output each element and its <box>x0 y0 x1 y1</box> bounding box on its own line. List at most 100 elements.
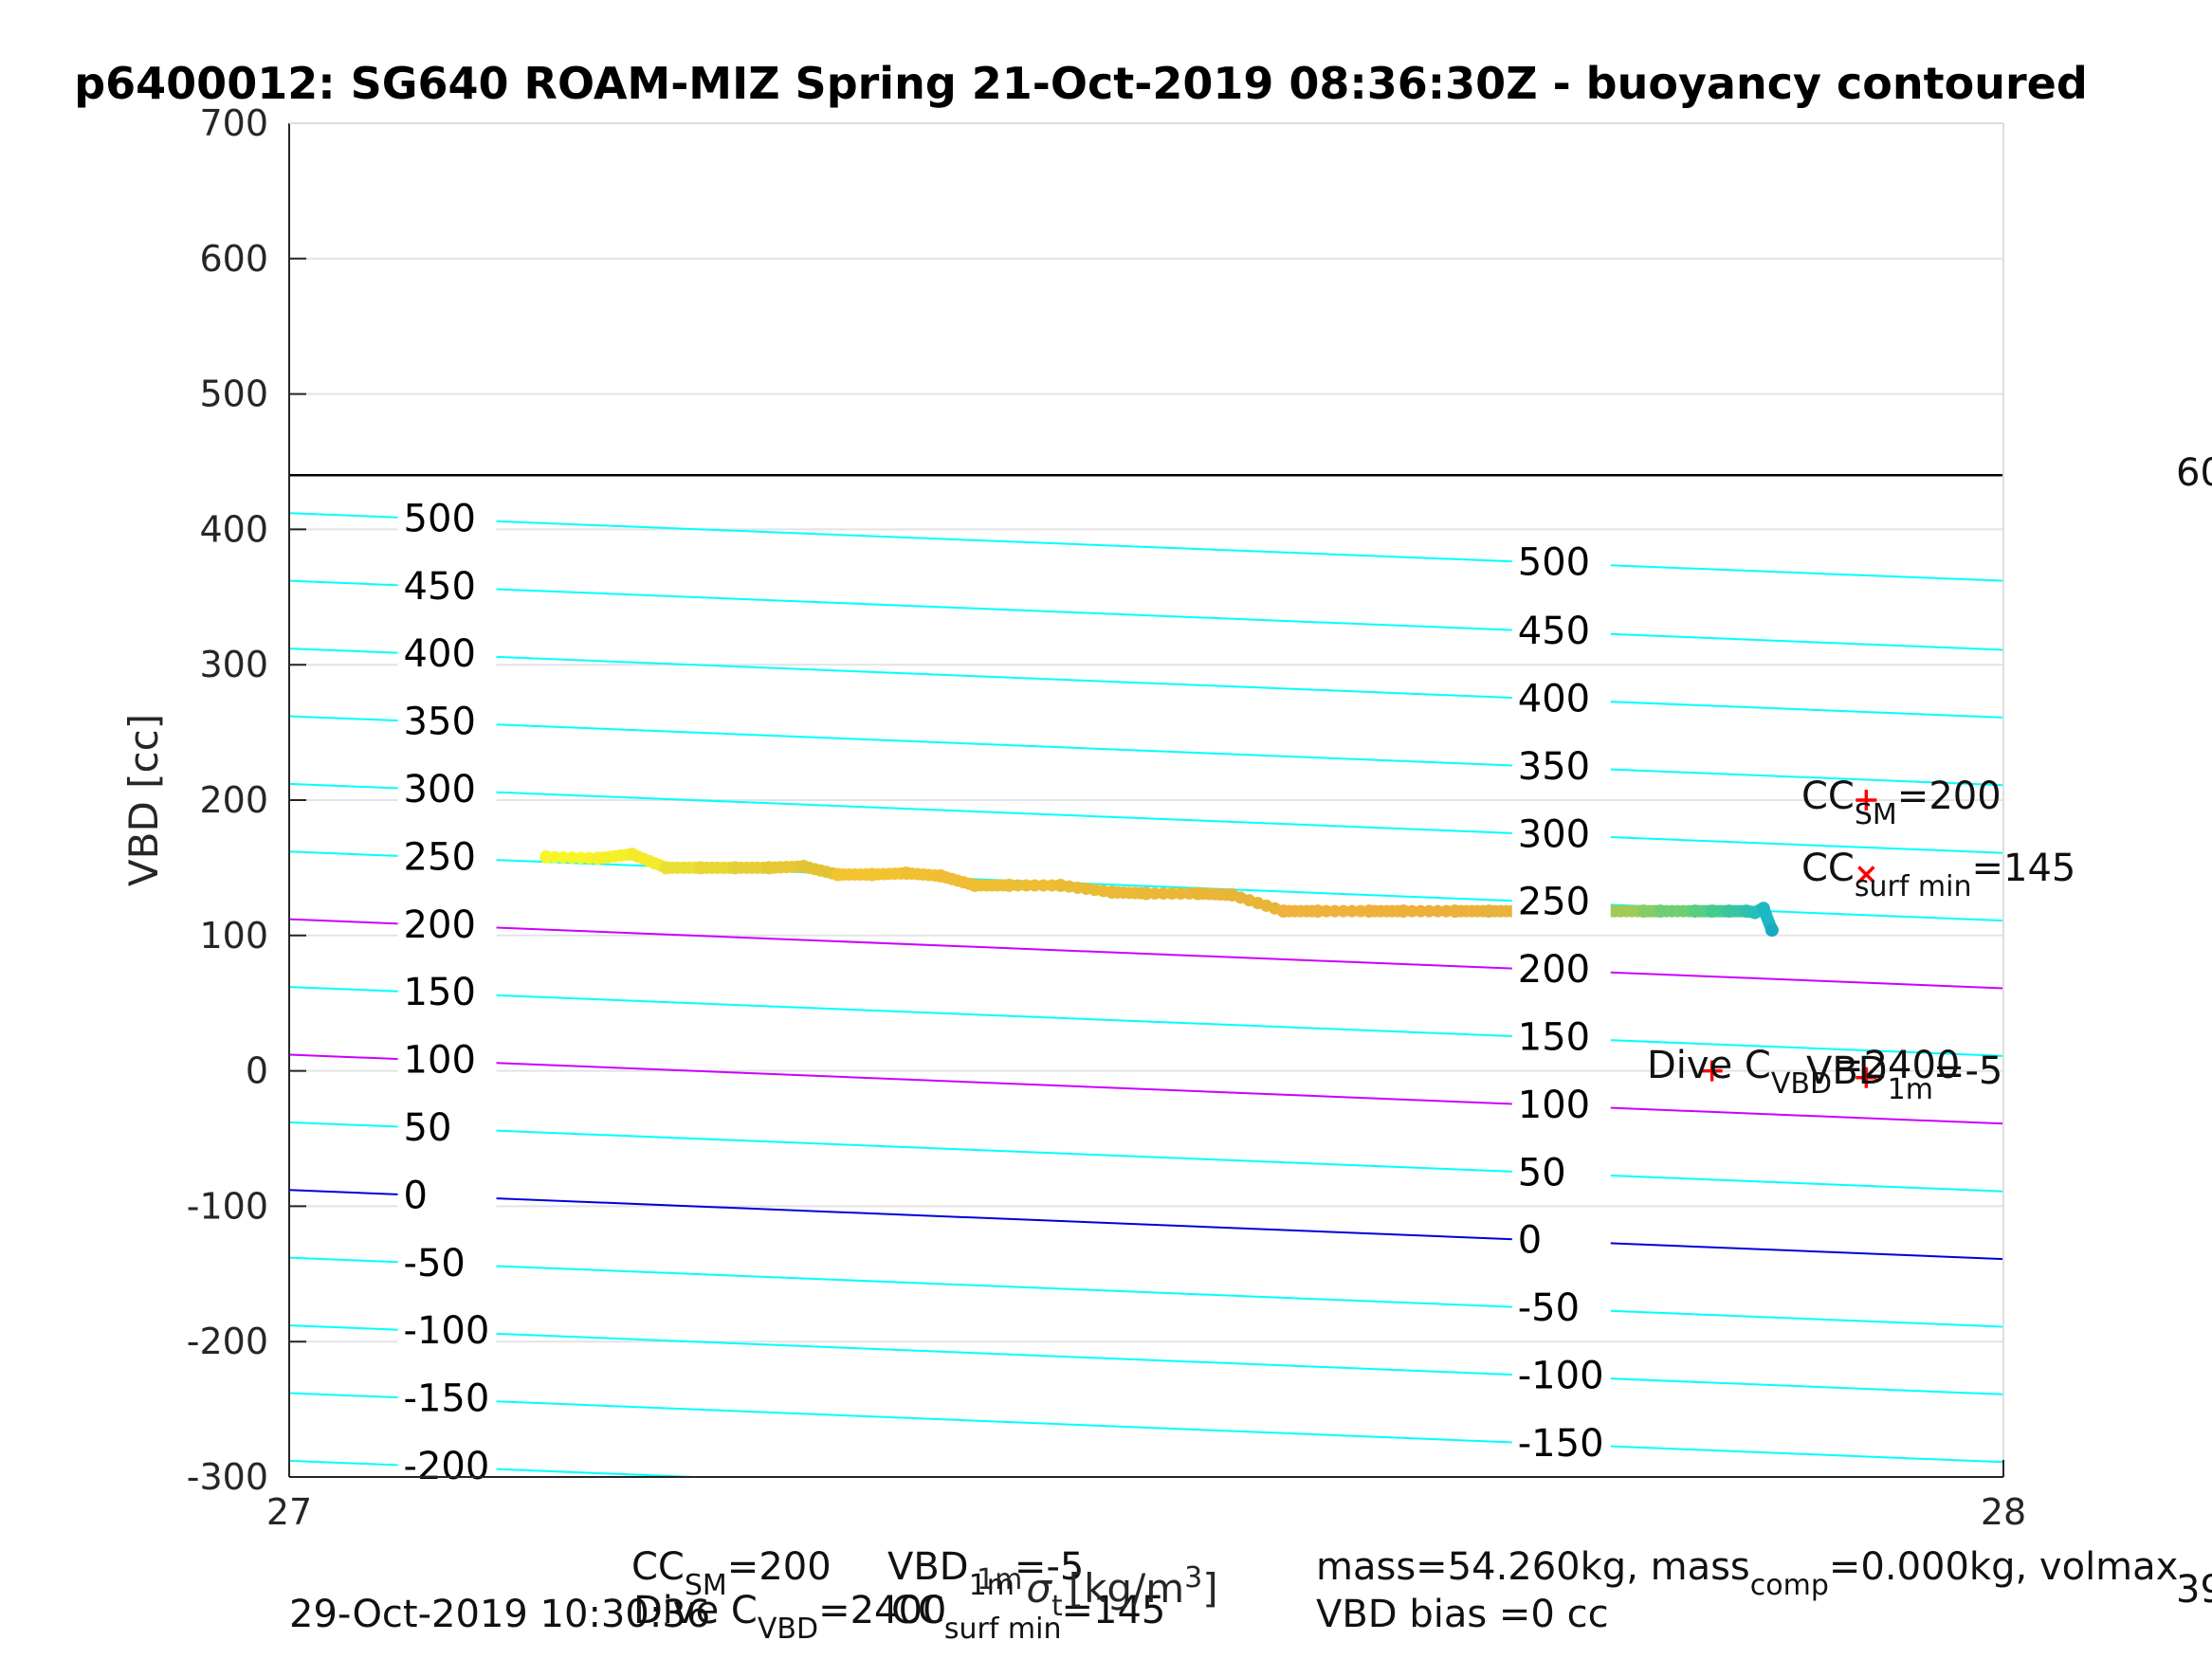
footer-timestamp: 29-Oct-2019 10:30:36 <box>289 1593 710 1636</box>
contour-label: 300 <box>404 768 476 811</box>
contour-label-bg <box>397 630 497 673</box>
data-point <box>557 850 570 864</box>
contour-label: -150 <box>1518 1422 1604 1466</box>
vbd-1m-value: =-5 <box>1933 1049 2002 1093</box>
footer-vbd-1m-sub: 1m <box>969 1569 1015 1602</box>
svg-text:CCSM=200: CCSM=200 <box>1801 775 2002 831</box>
contour-label: -200 <box>404 1445 490 1488</box>
contour-line <box>289 986 2003 1057</box>
contour-line <box>289 512 2003 582</box>
contour-label: 150 <box>404 971 476 1014</box>
contour-label: 200 <box>1518 948 1590 992</box>
data-point <box>1328 904 1342 918</box>
contour-label-bg <box>1511 1216 1611 1259</box>
right-edge-label-bottom: 39 <box>2176 1568 2212 1612</box>
cc-surf-min-value: =145 <box>1972 847 2076 890</box>
contour-label-bg <box>1511 1149 1611 1192</box>
y-tick-label: 400 <box>199 508 268 550</box>
contour-label-bg <box>397 969 497 1012</box>
y-tick-label: -200 <box>187 1321 268 1362</box>
y-tick-label: 0 <box>246 1050 268 1092</box>
footer-vbd-1m-base: VBD <box>887 1545 969 1589</box>
contour-label-bg <box>397 1307 497 1350</box>
footer-vbd-1m-value: =-5 <box>1015 1545 1084 1589</box>
contour-label: 350 <box>1518 745 1590 789</box>
footer-vbd-1m: VBD1m=-5 <box>887 1545 1084 1602</box>
x-tick-label: 27 <box>266 1491 312 1533</box>
y-tick-labels: 700 600 500 400 300 200 100 0 -100 -200 -300 <box>187 102 268 1498</box>
y-tick-label: 700 <box>199 102 268 144</box>
footer-cc-surf-min: CCsurf min=145 <box>891 1589 1165 1646</box>
x-marker-b <box>1857 866 1875 884</box>
contour-line <box>289 918 2003 990</box>
contour-line <box>289 647 2003 719</box>
svg-text:VBD1m=-5: VBD1m=-5 <box>1806 1049 2002 1106</box>
footer-cc-surf-min-sub: surf min <box>944 1613 1062 1646</box>
data-point <box>1174 887 1187 901</box>
contour-label: 150 <box>1518 1016 1590 1060</box>
contour-label-bg <box>1511 608 1611 650</box>
footer-dive-c-sub: VBD <box>758 1613 818 1646</box>
contour-label: -150 <box>404 1377 490 1421</box>
footer-cc-sm-sub: SM <box>685 1569 727 1602</box>
contour-label: -100 <box>1518 1355 1604 1398</box>
y-tick-label: -100 <box>187 1185 268 1227</box>
contour-label: 50 <box>404 1106 452 1150</box>
footer-cc-sm: CCSM=200 <box>631 1545 832 1602</box>
data-point <box>574 851 587 865</box>
svg-text:Dive CVBD=2400: Dive CVBD=2400 <box>1647 1044 1960 1101</box>
y-tick-label: 300 <box>199 644 268 685</box>
chart-title: p6400012: SG640 ROAM-MIZ Spring 21-Oct-2… <box>74 58 2088 109</box>
footer-cc-sm-value: =200 <box>727 1545 832 1589</box>
contour-label: 400 <box>404 632 476 676</box>
contour-label: 0 <box>1518 1219 1542 1263</box>
data-point <box>1764 923 1779 938</box>
data-point <box>1011 879 1024 892</box>
contour-label: 500 <box>1518 541 1590 585</box>
contour-label-bg <box>1511 811 1611 853</box>
contour-line <box>289 1392 2003 1464</box>
contour-line <box>289 1256 2003 1328</box>
footer-mass-volmax: =0.000kg, volmax <box>1829 1545 2178 1589</box>
contour-label: 50 <box>1518 1151 1566 1194</box>
annotation-dive-c: Dive CVBD=2400 <box>1647 1044 1960 1101</box>
data-point <box>1019 879 1033 892</box>
contour-line <box>289 579 2003 651</box>
data-point <box>1037 879 1051 892</box>
dive-c-value: =2400 <box>1832 1044 1960 1087</box>
contour-label-bg <box>1511 742 1611 785</box>
data-point <box>1148 887 1161 901</box>
cc-sm-sub: SM <box>1855 798 1897 831</box>
annotation-cc-surf-min: CCsurf min=145 <box>1801 847 2075 903</box>
contour-label-bg <box>1511 1013 1611 1056</box>
contour-label: -50 <box>1518 1286 1580 1330</box>
x-tick-label: 28 <box>1981 1491 2026 1533</box>
y-tick-label: 100 <box>199 915 268 957</box>
x-tick-labels: 27 28 <box>266 1460 2026 1533</box>
contour-label: 300 <box>1518 812 1590 856</box>
contour-label-bg <box>397 495 497 538</box>
footer-cc-surf-min-value: =145 <box>1062 1589 1166 1632</box>
footer-mass: mass=54.260kg, masscomp=0.000kg, volmax <box>1316 1545 2178 1602</box>
contour-label-bg <box>397 901 497 943</box>
contour-label-bg <box>397 765 497 808</box>
contour-label: -100 <box>404 1309 490 1353</box>
footer-vbd-bias: VBD bias =0 cc <box>1316 1593 1609 1636</box>
contour-label: 100 <box>1518 1084 1590 1127</box>
contour-label: -50 <box>404 1242 466 1285</box>
cc-surf-min-base: CC <box>1801 847 1855 890</box>
contour-line <box>289 1121 2003 1193</box>
contour-label: 500 <box>404 497 476 540</box>
data-point <box>1422 904 1435 918</box>
dive-c-sub: VBD <box>1771 1067 1832 1101</box>
cc-surf-min-sub: surf min <box>1855 870 1972 903</box>
vbd-1m-sub: 1m <box>1888 1073 1933 1106</box>
data-point <box>1337 904 1350 918</box>
contour-label-bg <box>1511 878 1611 921</box>
contour-label-bg <box>1511 675 1611 718</box>
data-point <box>548 850 561 864</box>
annotation-vbd-1m: VBD1m=-5 <box>1806 1049 2002 1106</box>
contour-label: 0 <box>404 1174 428 1217</box>
footer-dive-c-base: Dive C <box>633 1589 758 1632</box>
